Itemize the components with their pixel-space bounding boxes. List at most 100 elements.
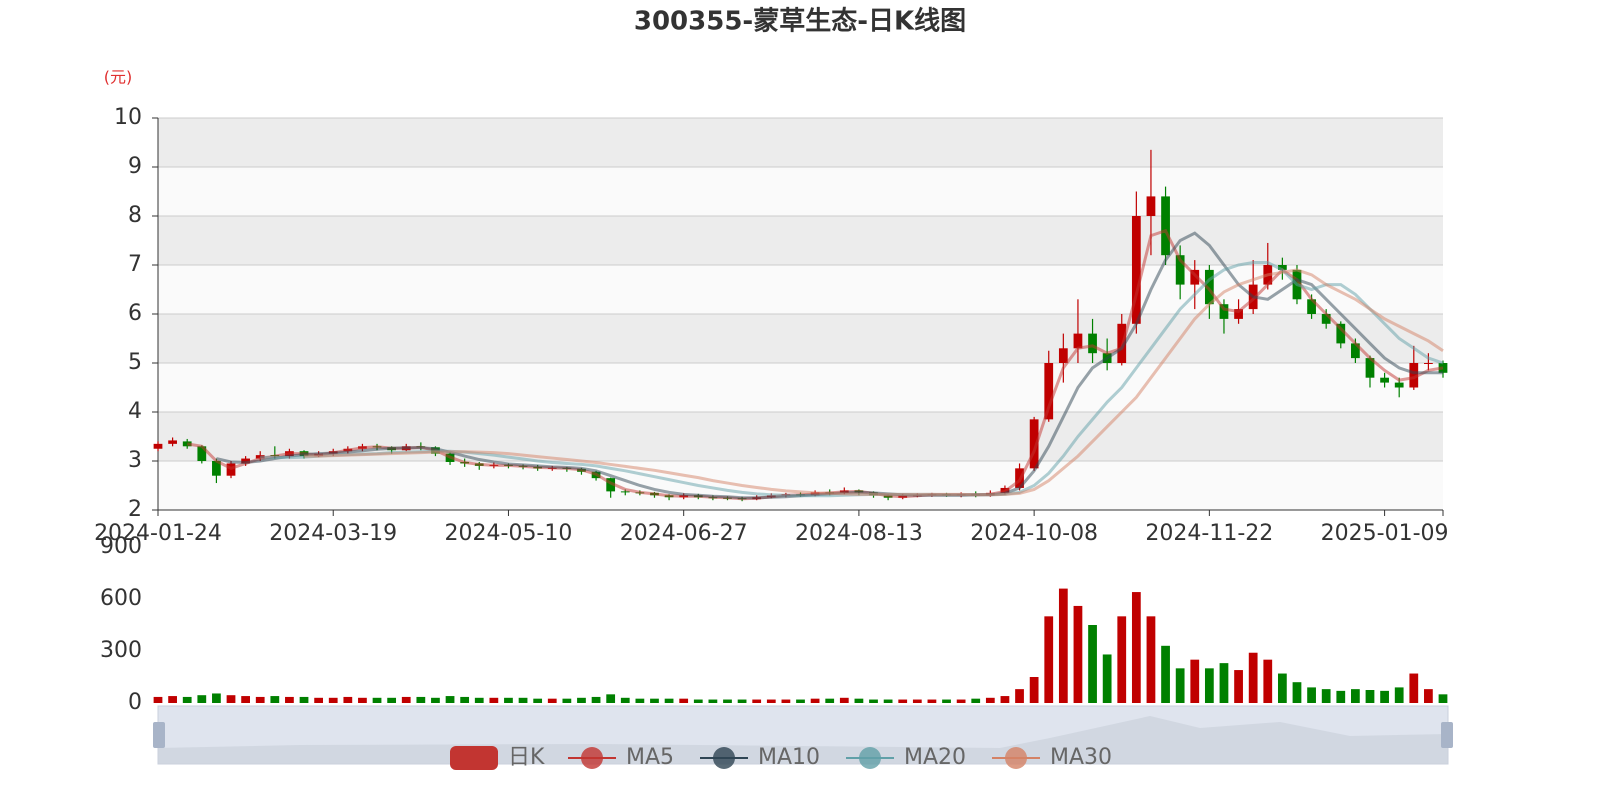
volume-bar — [1321, 689, 1331, 703]
volume-tick-label: 900 — [100, 534, 142, 559]
volume-bar — [1204, 668, 1214, 703]
y-tick-label: 10 — [114, 105, 142, 130]
chart-title: 300355-蒙草生态-日K线图 — [634, 6, 966, 37]
volume-bar — [241, 696, 250, 703]
y-tick-label: 3 — [128, 448, 142, 473]
volume-bar — [1073, 605, 1083, 703]
volume-bar — [387, 697, 397, 703]
volume-bar — [1044, 616, 1054, 703]
volume-bar — [1219, 663, 1229, 703]
volume-tick-label: 0 — [128, 690, 142, 715]
volume-bar — [1000, 696, 1010, 703]
candle-body — [1424, 363, 1433, 364]
split-band — [158, 314, 1443, 363]
y-tick-label: 6 — [128, 301, 142, 326]
volume-bar — [255, 696, 265, 703]
volume-bar — [679, 698, 689, 703]
split-band — [158, 118, 1443, 167]
x-tick-label: 2024-01-24 — [94, 521, 222, 546]
volume-bar — [1438, 694, 1448, 703]
volume-bar — [898, 699, 908, 703]
volume-bar — [1131, 592, 1141, 703]
volume-bar — [912, 699, 922, 703]
volume-bar — [737, 699, 747, 703]
candle-body — [197, 446, 207, 461]
volume-bar — [781, 699, 791, 703]
legend-label: 日K — [508, 745, 545, 770]
candle-body — [1365, 358, 1375, 378]
candle-body — [1394, 382, 1404, 388]
candle-body — [255, 455, 265, 459]
y-tick-label: 7 — [128, 252, 142, 277]
volume-bar — [1234, 670, 1243, 703]
volume-bar — [839, 697, 849, 703]
x-tick-label: 2025-01-09 — [1321, 521, 1449, 546]
candle-body — [212, 461, 221, 476]
volume-bar — [854, 698, 864, 703]
volume-bar — [460, 696, 470, 703]
volume-bar — [635, 698, 645, 703]
candle-body — [1088, 333, 1097, 354]
candle-body — [1146, 196, 1156, 216]
volume-bar — [971, 698, 981, 703]
volume-bar — [927, 699, 937, 703]
zoom-handle[interactable] — [153, 722, 165, 748]
volume-bar — [168, 696, 177, 703]
candle-body — [1321, 314, 1331, 324]
volume-bar — [810, 698, 820, 703]
split-band — [158, 363, 1443, 412]
volume-bar — [372, 697, 382, 703]
candle-body — [168, 440, 177, 444]
volume-bar — [197, 695, 207, 703]
volume-bar — [1015, 689, 1024, 703]
volume-bar — [942, 699, 951, 703]
volume-bar — [401, 696, 411, 703]
volume-bar — [1088, 625, 1097, 703]
ma-line — [304, 268, 1444, 497]
volume-bar — [328, 697, 338, 703]
volume-tick-label: 600 — [100, 586, 142, 611]
volume-bar — [752, 699, 762, 703]
volume-bar — [285, 696, 294, 703]
volume-bar — [226, 695, 236, 703]
candle-body — [1204, 269, 1214, 305]
volume-bar — [153, 696, 163, 703]
volume-bar — [1102, 654, 1112, 703]
volume-bar — [474, 697, 484, 703]
volume-bar — [664, 698, 674, 703]
legend-label: MA30 — [1050, 745, 1112, 770]
volume-bar — [1424, 689, 1433, 703]
candle-body — [606, 478, 616, 492]
volume-bar — [1190, 659, 1200, 703]
volume-bar — [577, 697, 586, 703]
volume-bar — [547, 698, 557, 703]
split-area: 2 3 4 5 6 7 8 9 10 2024-01-24 2024-03-19 2024-05-10… — [94, 105, 1448, 715]
y-tick-label: 8 — [128, 203, 142, 228]
volume-bar — [708, 699, 718, 703]
volume-bar — [343, 696, 353, 703]
volume-bar — [1161, 645, 1170, 703]
candle-body — [1307, 299, 1316, 314]
volume-bar — [270, 696, 280, 703]
volume-bar — [869, 699, 878, 703]
legend-label: MA5 — [626, 745, 674, 770]
candle-body — [1058, 348, 1068, 363]
volume-bar — [1058, 588, 1068, 703]
candle-body — [1131, 216, 1141, 324]
candle-body — [1073, 333, 1083, 349]
volume-bar — [796, 699, 805, 703]
volume-bar — [533, 698, 543, 703]
candle-body — [1219, 304, 1229, 319]
volume-bar — [1380, 690, 1389, 703]
split-band — [158, 167, 1443, 216]
candle-body — [1044, 363, 1054, 420]
candle-body — [1234, 309, 1243, 319]
volume-bar — [182, 696, 192, 703]
legend-marker — [859, 747, 881, 769]
zoom-handle[interactable] — [1441, 722, 1453, 748]
split-band — [158, 461, 1443, 510]
volume-bar — [445, 696, 455, 703]
volume-bar — [562, 698, 572, 703]
legend-marker — [581, 747, 603, 769]
volume-bar — [1351, 689, 1360, 703]
